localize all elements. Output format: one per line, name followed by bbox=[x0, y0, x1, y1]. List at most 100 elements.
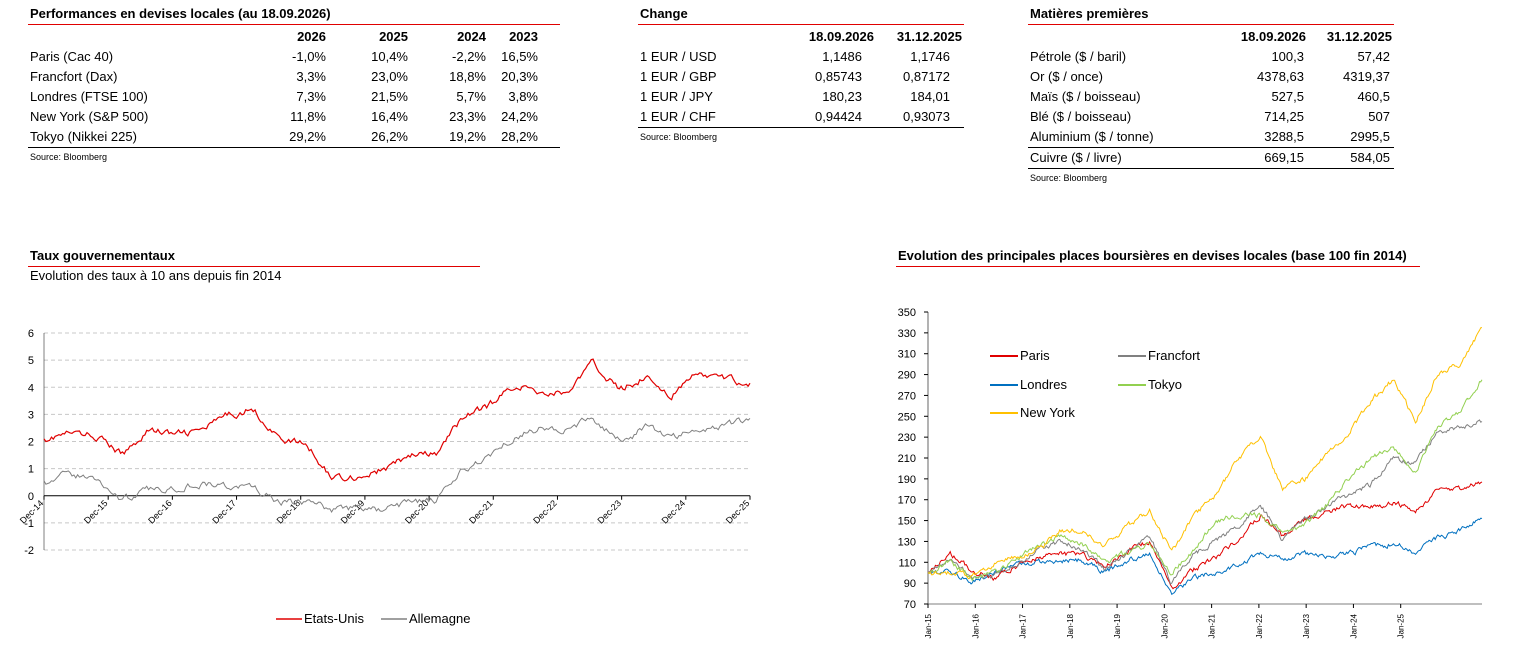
header-cell bbox=[1028, 27, 1204, 47]
cell: 10,4% bbox=[371, 49, 408, 64]
x-tick-label: Jan-21 bbox=[1208, 613, 1217, 638]
x-tick-label: Dec-22 bbox=[531, 498, 559, 526]
y-tick-label: 110 bbox=[898, 557, 916, 569]
row-label: 1 EUR / USD bbox=[640, 49, 717, 64]
y-tick-label: 2 bbox=[28, 437, 34, 449]
cell: 20,3% bbox=[501, 69, 538, 84]
legend-label: Allemagne bbox=[409, 611, 470, 626]
cell: 3,3% bbox=[296, 69, 326, 84]
series-line-tokyo bbox=[928, 379, 1483, 582]
rates-subtitle: Evolution des taux à 10 ans depuis fin 2… bbox=[30, 268, 282, 283]
x-tick-label: Dec-21 bbox=[467, 498, 495, 526]
table-row: Or ($ / once) 4378,63 4319,37 bbox=[1028, 67, 1394, 87]
performance-title: Performances en devises locales (au 18.0… bbox=[28, 6, 560, 25]
cell: 507 bbox=[1368, 109, 1390, 124]
commodities-panel: Matières premières 18.09.2026 31.12.2025… bbox=[1028, 6, 1394, 183]
y-tick-label: 130 bbox=[898, 536, 916, 548]
y-tick-label: 90 bbox=[904, 578, 916, 590]
cell: 1,1486 bbox=[822, 49, 862, 64]
y-tick-label: 210 bbox=[898, 453, 916, 465]
header-cell: 31.12.2025 bbox=[896, 29, 962, 44]
table-row: New York (S&P 500) 11,8% 16,4% 23,3% 24,… bbox=[28, 107, 560, 127]
cell: 3,8% bbox=[508, 89, 538, 104]
cell: 21,5% bbox=[371, 89, 408, 104]
y-tick-label: 1 bbox=[28, 464, 34, 476]
change-title: Change bbox=[638, 6, 964, 25]
commodities-table: 18.09.2026 31.12.2025 Pétrole ($ / baril… bbox=[1028, 27, 1394, 169]
row-label: Paris (Cac 40) bbox=[30, 49, 114, 64]
cell: -2,2% bbox=[452, 49, 486, 64]
x-tick-label: Dec-16 bbox=[146, 498, 174, 526]
cell: 460,5 bbox=[1357, 89, 1390, 104]
y-tick-label: 0 bbox=[28, 491, 34, 503]
legend-label: New York bbox=[1020, 405, 1075, 420]
y-tick-label: 350 bbox=[898, 307, 916, 319]
table-row: Londres (FTSE 100) 7,3% 21,5% 5,7% 3,8% bbox=[28, 87, 560, 107]
x-tick-label: Dec-25 bbox=[724, 498, 752, 526]
y-tick-label: 190 bbox=[898, 474, 916, 486]
cell: 24,2% bbox=[501, 109, 538, 124]
series-line-allemagne bbox=[43, 417, 751, 513]
row-label: Aluminium ($ / tonne) bbox=[1030, 129, 1154, 144]
markets-title: Evolution des principales places boursiè… bbox=[896, 248, 1420, 267]
table-row: Francfort (Dax) 3,3% 23,0% 18,8% 20,3% bbox=[28, 67, 560, 87]
header-cell: 2023 bbox=[509, 29, 538, 44]
x-tick-label: Dec-15 bbox=[82, 498, 110, 526]
commodities-header-row: 18.09.2026 31.12.2025 bbox=[1028, 27, 1394, 47]
row-label: Maïs ($ / boisseau) bbox=[1030, 89, 1141, 104]
commodities-title: Matières premières bbox=[1028, 6, 1394, 25]
x-tick-label: Jan-15 bbox=[924, 613, 933, 638]
cell: 23,0% bbox=[371, 69, 408, 84]
cell: 28,2% bbox=[486, 127, 560, 148]
cell: 3288,5 bbox=[1264, 129, 1304, 144]
y-tick-label: -2 bbox=[24, 545, 34, 557]
cell: 584,05 bbox=[1308, 147, 1394, 169]
table-row: Maïs ($ / boisseau) 527,5 460,5 bbox=[1028, 87, 1394, 107]
series-line-new-york bbox=[927, 327, 1483, 580]
cell: 5,7% bbox=[456, 89, 486, 104]
x-tick-label: Jan-23 bbox=[1302, 613, 1311, 638]
legend-label: Etats-Unis bbox=[304, 611, 364, 626]
cell: 180,23 bbox=[822, 89, 862, 104]
series-line-etats-unis bbox=[43, 358, 751, 482]
series-line-francfort bbox=[927, 419, 1483, 585]
cell: 26,2% bbox=[326, 127, 408, 148]
change-source: Source: Bloomberg bbox=[640, 132, 718, 142]
table-row: 1 EUR / USD 1,1486 1,1746 bbox=[638, 47, 964, 67]
performance-source: Source: Bloomberg bbox=[30, 152, 108, 162]
table-row: 1 EUR / CHF 0,94424 0,93073 bbox=[638, 107, 964, 128]
header-cell bbox=[28, 27, 250, 47]
performance-header-row: 2026 2025 2024 2023 bbox=[28, 27, 560, 47]
header-cell: 2024 bbox=[457, 29, 486, 44]
legend-label: Francfort bbox=[1148, 348, 1200, 363]
row-label: 1 EUR / GBP bbox=[640, 69, 717, 84]
cell: 2995,5 bbox=[1350, 129, 1390, 144]
y-tick-label: 4 bbox=[28, 382, 34, 394]
cell: 100,3 bbox=[1271, 49, 1304, 64]
x-tick-label: Jan-18 bbox=[1066, 613, 1075, 638]
header-cell: 18.09.2026 bbox=[1240, 29, 1306, 44]
performance-panel: Performances en devises locales (au 18.0… bbox=[28, 6, 560, 162]
cell: 29,2% bbox=[250, 127, 326, 148]
cell: 4319,37 bbox=[1343, 69, 1390, 84]
row-label: New York (S&P 500) bbox=[30, 109, 149, 124]
x-tick-label: Dec-20 bbox=[403, 498, 431, 526]
table-row: Tokyo (Nikkei 225) 29,2% 26,2% 19,2% 28,… bbox=[28, 127, 560, 148]
change-header-row: 18.09.2026 31.12.2025 bbox=[638, 27, 964, 47]
markets-chart: 70 90 110 130 150 170 190 210 230 250 270 290 310 330… bbox=[898, 307, 1483, 638]
table-row: Aluminium ($ / tonne) 3288,5 2995,5 bbox=[1028, 127, 1394, 148]
y-tick-label: 3 bbox=[28, 409, 34, 421]
row-label: Londres (FTSE 100) bbox=[30, 89, 148, 104]
cell: 19,2% bbox=[408, 127, 486, 148]
header-cell: 18.09.2026 bbox=[808, 29, 874, 44]
x-tick-label: Jan-22 bbox=[1255, 613, 1264, 638]
cell: 184,01 bbox=[910, 89, 950, 104]
cell: 11,8% bbox=[290, 109, 326, 124]
change-table: 18.09.2026 31.12.2025 1 EUR / USD 1,1486… bbox=[638, 27, 964, 128]
table-row: Paris (Cac 40) -1,0% 10,4% -2,2% 16,5% bbox=[28, 47, 560, 67]
cell: 0,94424 bbox=[772, 107, 876, 128]
x-tick-label: Jan-16 bbox=[971, 613, 980, 638]
table-row: 1 EUR / JPY 180,23 184,01 bbox=[638, 87, 964, 107]
y-tick-label: 6 bbox=[28, 328, 34, 340]
y-tick-label: 330 bbox=[898, 328, 916, 340]
